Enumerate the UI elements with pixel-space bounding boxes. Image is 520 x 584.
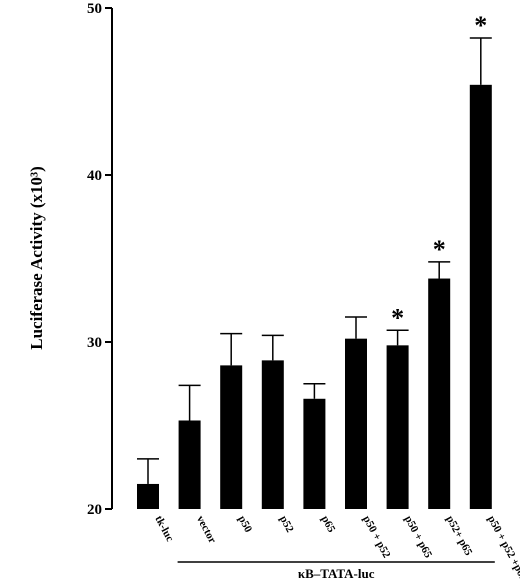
category-label: p52 <box>277 514 296 535</box>
y-tick-label: 20 <box>87 502 102 518</box>
bars <box>137 84 492 509</box>
category-label: vector <box>194 514 218 546</box>
significance-star: * <box>474 11 487 40</box>
error-bars <box>137 37 492 484</box>
significance-markers: * * * <box>391 11 487 332</box>
category-label: p50 + p65 <box>402 514 434 561</box>
bar <box>137 483 159 509</box>
category-label: tk-luc <box>152 514 176 544</box>
bar <box>303 398 326 509</box>
category-label: p50 + p52 <box>360 514 392 561</box>
bar <box>469 84 492 509</box>
y-axis-label: Luciferase Activity (x10³) <box>27 166 46 350</box>
y-tick-label: 40 <box>87 168 102 184</box>
category-label: p52+ p65 <box>444 514 475 558</box>
y-tick-label: 50 <box>87 1 102 17</box>
category-label: p65 <box>319 514 338 535</box>
bar <box>178 420 201 509</box>
bar <box>220 365 243 509</box>
bar <box>345 338 367 509</box>
bar <box>428 278 451 509</box>
category-label: p50 <box>236 514 255 535</box>
y-ticks: 20 30 40 50 <box>87 1 112 518</box>
bar <box>261 360 284 509</box>
group-bracket: κB–TATA-luc <box>177 561 495 581</box>
category-label: p50 + p52 +p65 <box>485 514 520 584</box>
y-tick-label: 30 <box>87 335 102 351</box>
significance-star: * <box>391 303 404 332</box>
significance-star: * <box>433 235 446 264</box>
group-label: κB–TATA-luc <box>298 566 375 581</box>
bar <box>386 345 409 509</box>
